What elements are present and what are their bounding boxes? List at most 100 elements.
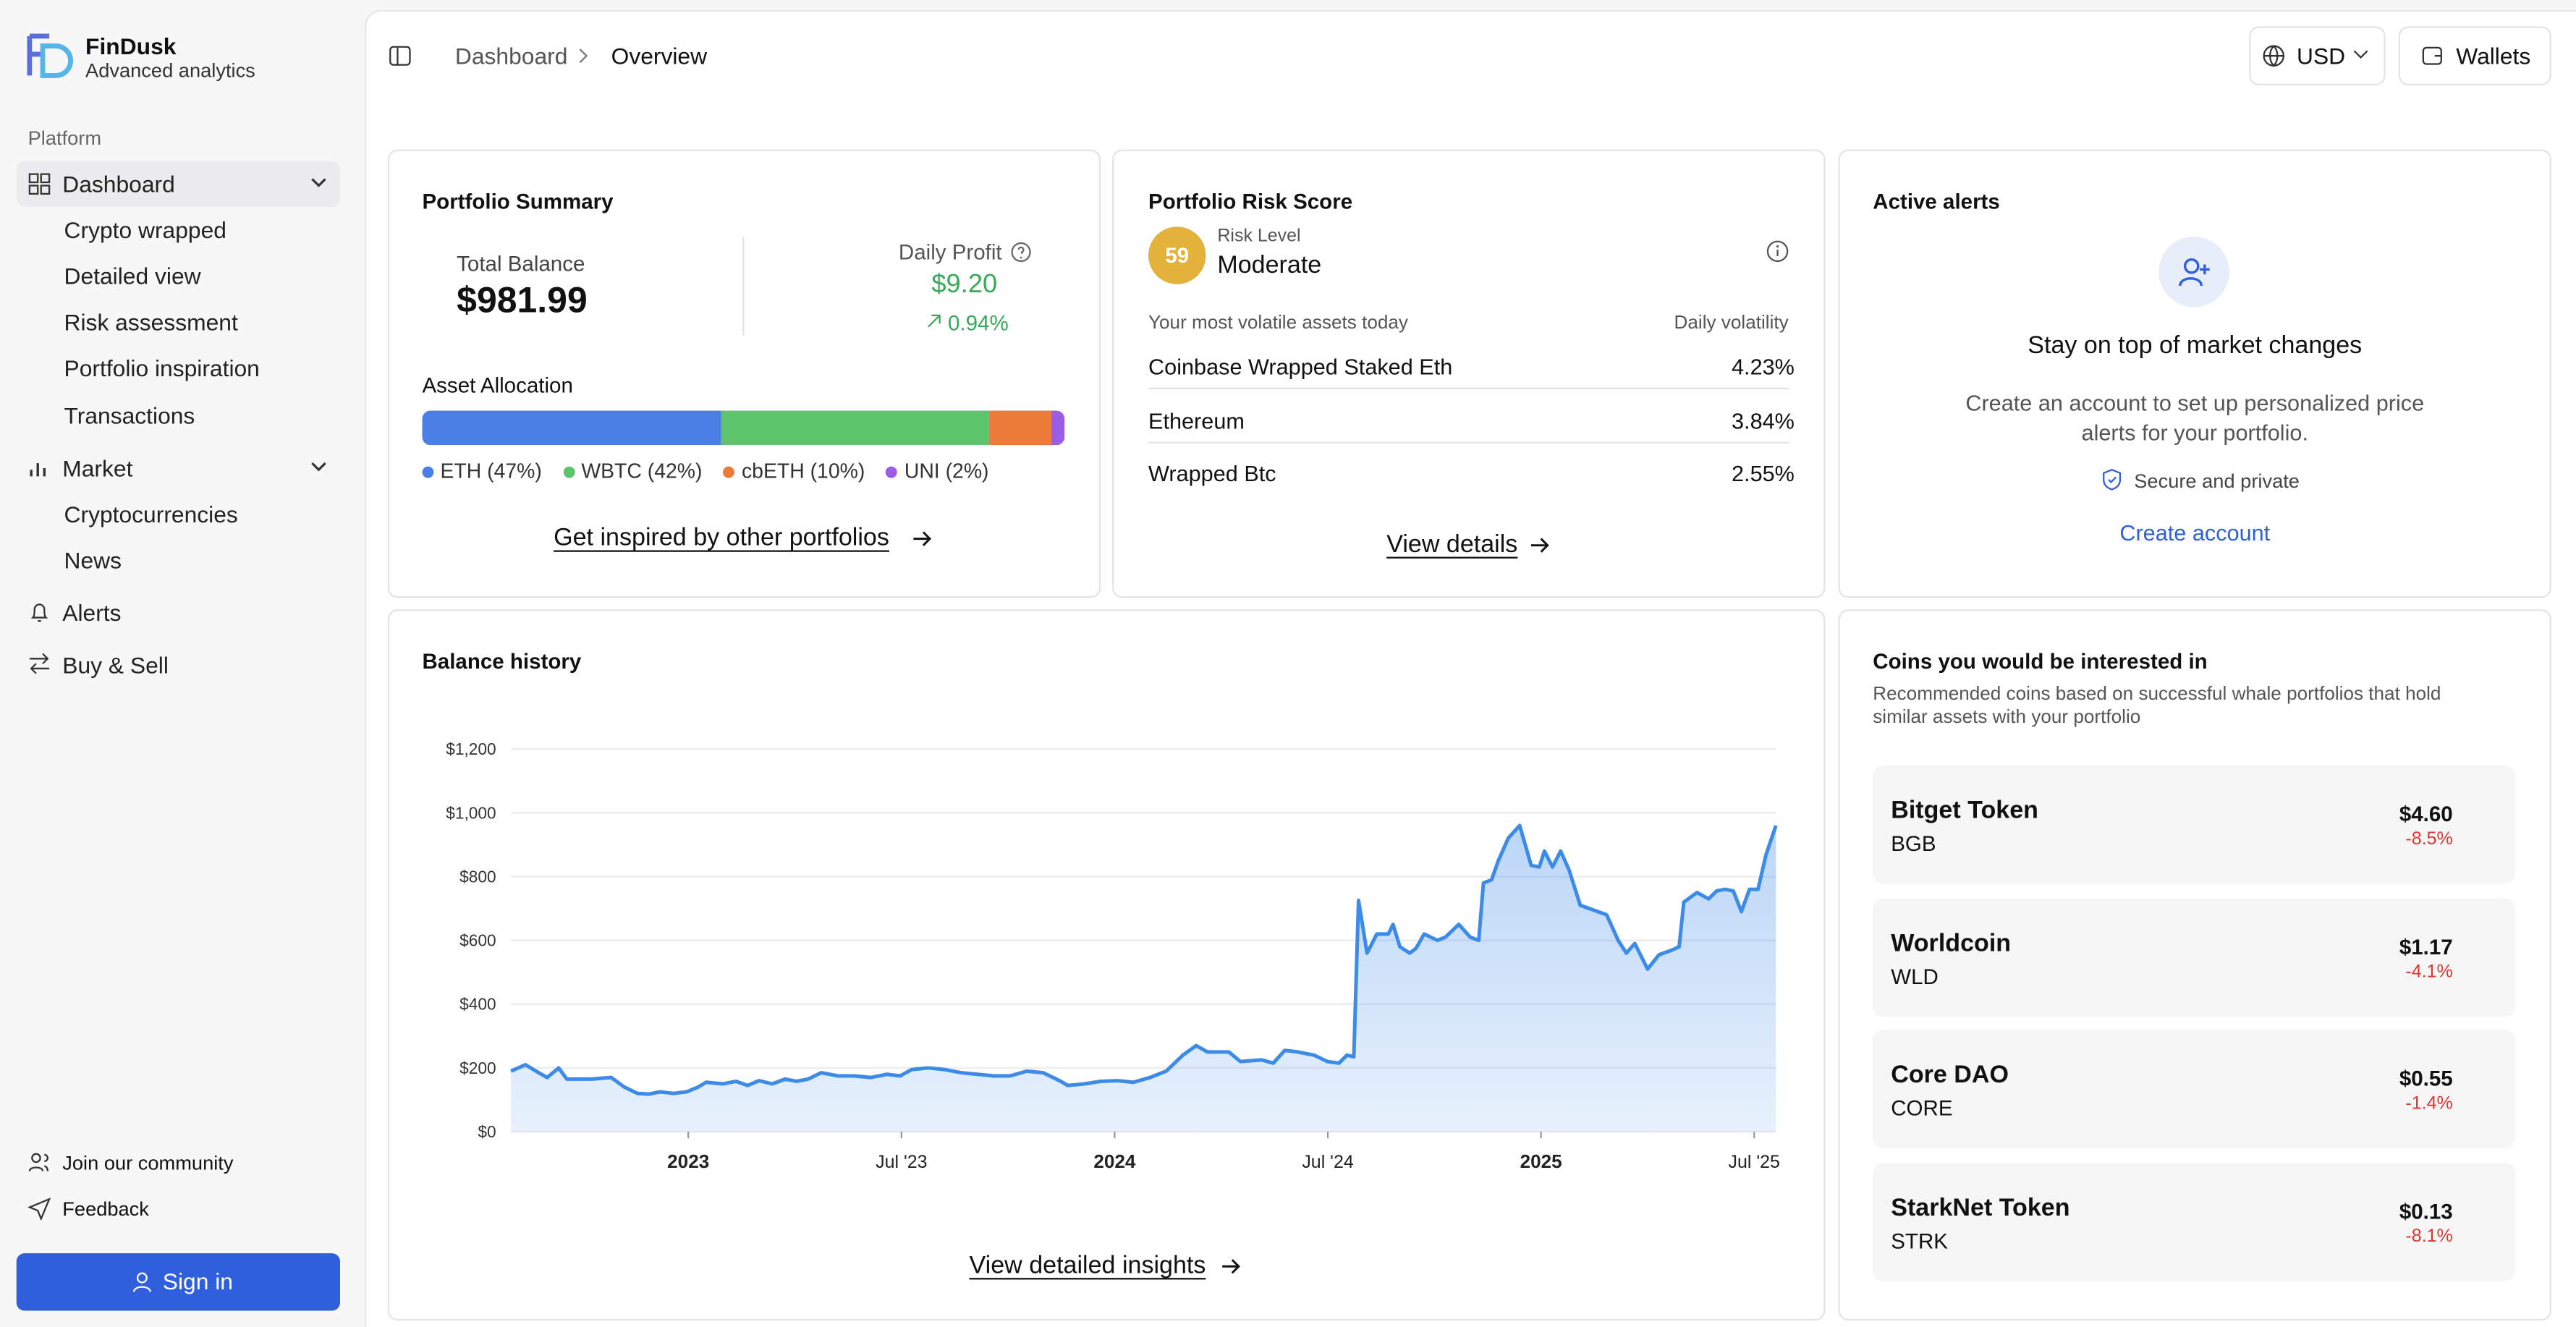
nav-subitem[interactable]: Risk assessment [64,308,238,336]
coin-name: Core DAO [1891,1061,2009,1090]
icon [30,603,48,622]
nav-subitem[interactable]: Crypto wrapped [64,216,226,243]
shield-icon [2103,469,2122,491]
divider [742,236,745,336]
info-icon[interactable] [1766,239,1789,263]
footer-link[interactable]: Join our community [62,1151,234,1175]
subtitle: Recommended coins based on successful wh… [1873,684,2441,728]
icon [2263,45,2284,67]
coin-card[interactable] [1873,898,2515,1017]
coin-name: StarkNet Token [1891,1194,2070,1223]
sign-in-label: Sign in [162,1268,233,1294]
legend-label: ETH (47%) [440,459,542,483]
risk-level: Moderate [1217,251,1322,279]
sidebar [0,0,363,1326]
description: Create an account to set up personalized… [1965,391,2425,446]
brand-tagline: Advanced analytics [85,59,255,82]
coin-price: $0.13 [2399,1199,2453,1224]
coin-symbol: CORE [1891,1096,1953,1122]
nav-item[interactable]: Alerts [62,599,122,626]
coin-change: -1.4% [2405,1094,2453,1115]
coin-symbol: BGB [1891,831,1936,856]
coin-price: $0.55 [2399,1067,2453,1092]
section-label: Platform [27,126,102,150]
breadcrumb-link[interactable]: Dashboard [454,43,568,69]
asset-name: Wrapped Btc [1148,461,1276,486]
legend-dot [422,465,434,478]
icon [2422,46,2442,65]
asset-volatility: 2.55% [1732,461,1795,486]
allocation-legend: ETH (47%) WBTC (42%) cbETH (10%) UNI (2%) [422,459,989,483]
chevron [311,462,326,472]
coin-name: Worldcoin [1891,929,2012,957]
chevron [311,178,326,187]
separator [579,48,588,64]
asset-volatility: 3.84% [1732,409,1795,434]
icon [30,463,46,477]
daily-change: 0.94% [948,310,1009,336]
card-title: Active alerts [1873,189,2000,214]
coin-card[interactable] [1873,1163,2515,1281]
arrow [1531,538,1549,553]
card [1838,149,2551,598]
label: Total Balance [457,251,585,276]
coin-card[interactable] [1873,765,2515,884]
card [1112,149,1826,598]
risk-score: 59 [1148,226,1206,284]
allocation-segment [988,410,1052,446]
divider [1148,441,1789,444]
icon [27,1197,51,1221]
icon [28,173,51,195]
nav-item[interactable]: Market [62,454,133,482]
asset-volatility: 4.23% [1732,355,1795,380]
total-balance: $981.99 [457,279,588,321]
link[interactable]: Get inspired by other portfolios [554,524,889,552]
link[interactable]: View details [1386,530,1518,559]
breadcrumb-current: Overview [611,43,708,69]
nav-subitem[interactable]: News [64,546,122,574]
nav-subitem[interactable]: Transactions [64,402,195,429]
footer-link[interactable]: Feedback [62,1197,149,1221]
sidebar-toggle[interactable] [389,46,412,68]
label: Asset Allocation [422,373,573,398]
heading: Stay on top of market changes [2028,331,2363,360]
legend-item: ETH (47%) [422,459,542,483]
card-title: Portfolio Risk Score [1148,189,1353,214]
card-title: Portfolio Summary [422,189,614,214]
coin-name: Bitget Token [1891,796,2038,825]
icon [28,1153,48,1171]
allocation-bar [422,410,1065,446]
nav-item[interactable]: Dashboard [62,171,175,198]
legend-label: cbETH (10%) [741,459,865,483]
secure-note: Secure and private [2134,470,2300,493]
card [387,149,1101,598]
legend-item: WBTC (42%) [563,460,702,483]
nav-item[interactable]: Buy & Sell [62,652,169,679]
nav-subitem[interactable]: Portfolio inspiration [64,355,260,381]
link[interactable]: View detailed insights [969,1251,1206,1280]
up-arrow [927,314,941,328]
brand-name: FinDusk [85,33,177,59]
nav-subitem[interactable]: Cryptocurrencies [64,501,238,527]
coin-price: $1.17 [2399,933,2453,959]
allocation-segment [422,410,721,446]
create-account-link[interactable]: Create account [2119,520,2271,546]
coin-card[interactable] [1873,1030,2515,1149]
label: Daily Profit [898,239,1002,265]
column-header: Daily volatility [1674,313,1789,334]
coin-change: -4.1% [2405,962,2453,982]
icon [2179,258,2210,287]
sign-in-button[interactable] [16,1253,340,1311]
nav-subitem[interactable]: Detailed view [64,263,201,289]
help-icon[interactable] [1010,242,1032,263]
coin-change: -8.5% [2405,829,2453,849]
card-title: Coins you would be interested in [1873,648,2208,674]
coin-symbol: WLD [1891,963,1939,988]
icon [132,1272,151,1292]
daily-profit: $9.20 [931,271,998,300]
legend-dot [886,465,898,478]
wallets-button[interactable] [2398,26,2551,86]
card-title: Balance history [422,648,582,674]
coin-symbol: STRK [1891,1229,1948,1254]
